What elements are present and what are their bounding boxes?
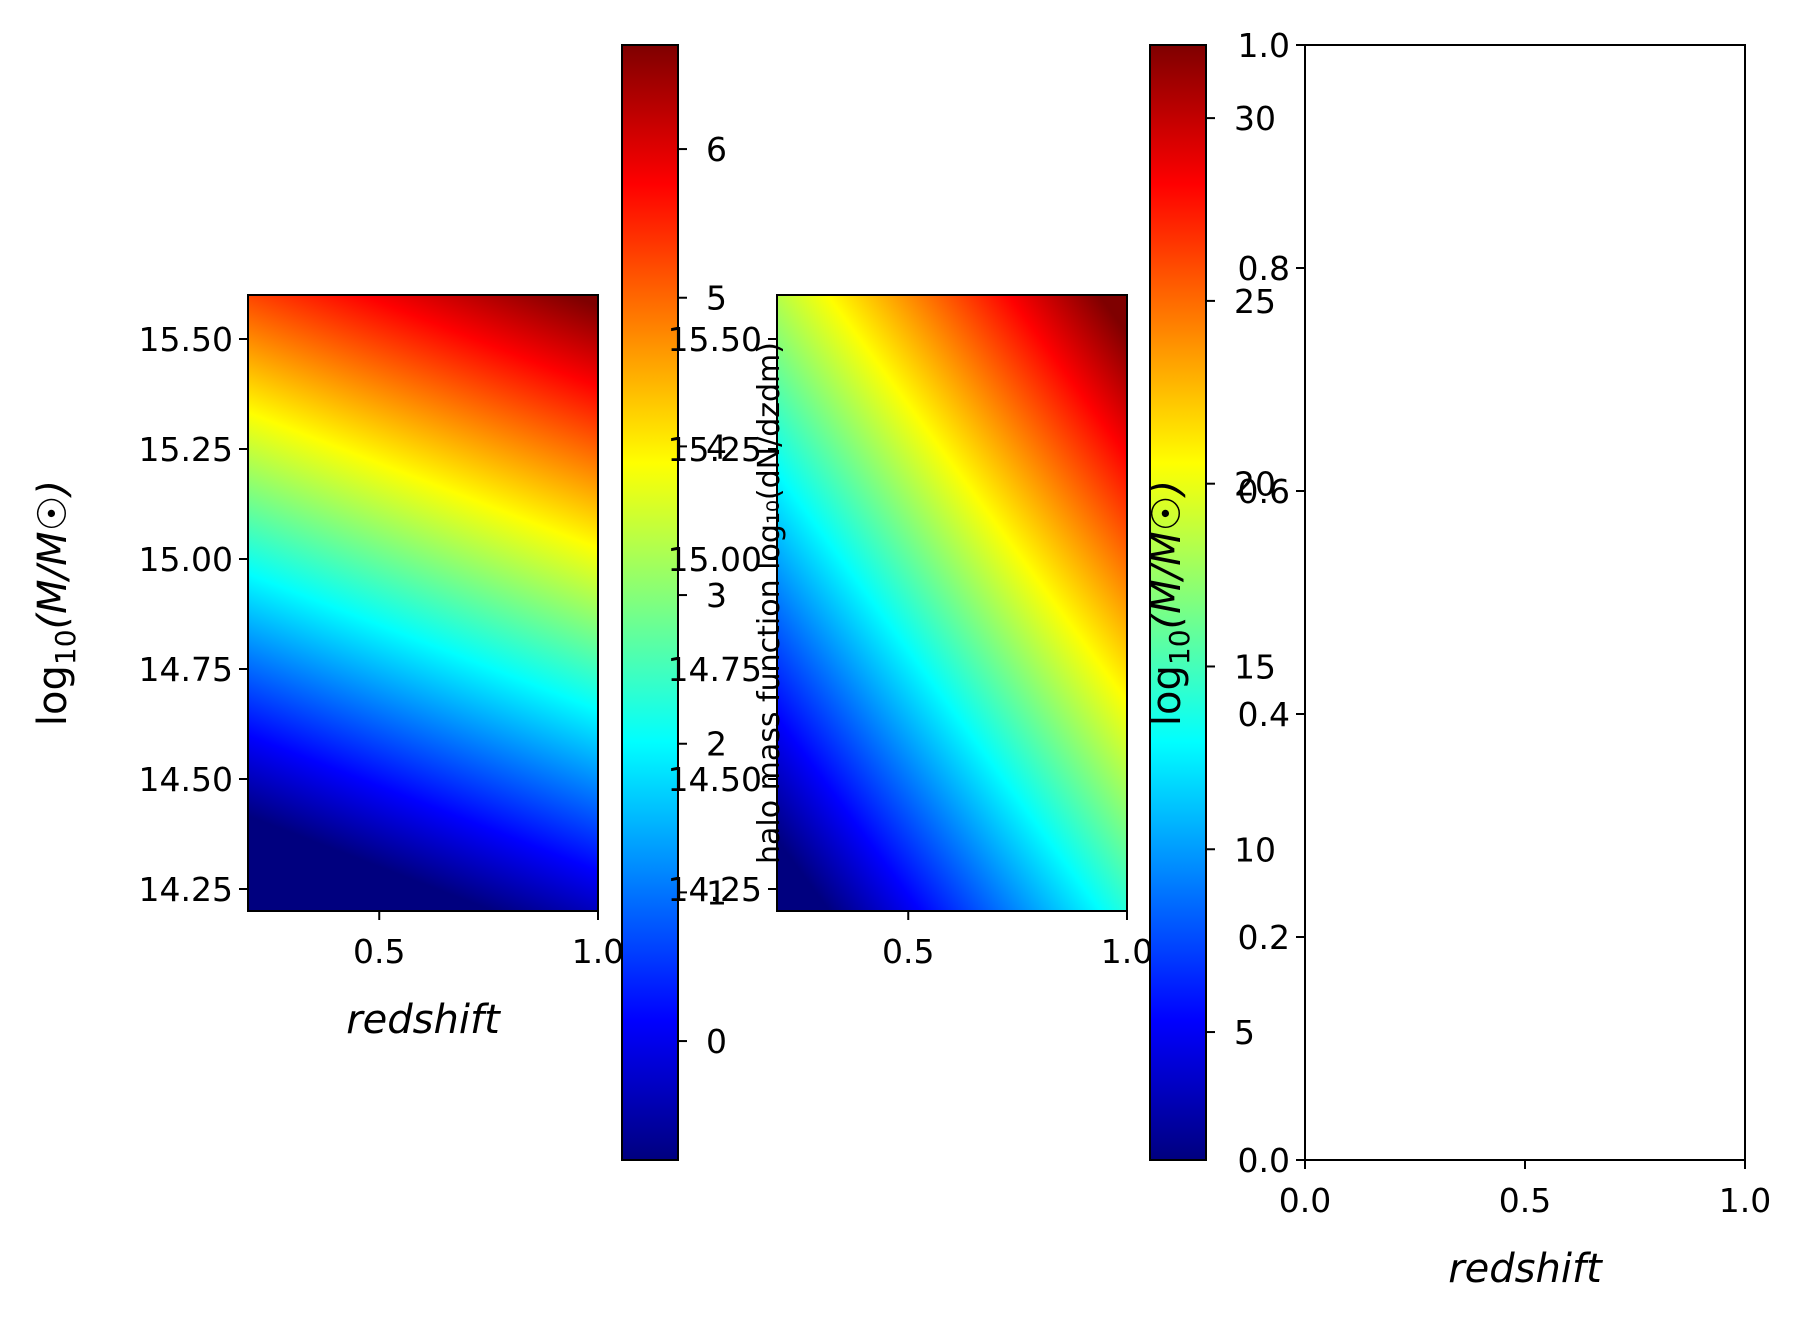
panel-3: 0.0 0.5 1.0 0.0 0.2 0.4 0.6 0.8 1.0 redshift lo… bbox=[1144, 26, 1771, 1292]
colorbar-1-tick-label: 0 bbox=[706, 1022, 727, 1061]
heatmap-1-y-tick-label: 15.50 bbox=[139, 320, 233, 359]
heatmap-1-y-tick-label: 14.25 bbox=[139, 870, 233, 909]
heatmap-2-frame bbox=[776, 294, 1128, 912]
heatmap-2 bbox=[777, 295, 1127, 911]
empty-axes-xlabel: redshift bbox=[1448, 1246, 1603, 1292]
empty-axes-x-tick-label: 0.5 bbox=[1499, 1181, 1551, 1220]
heatmap-1-xlabel: redshift bbox=[346, 997, 501, 1043]
heatmap-2-y-tick-label: 14.50 bbox=[668, 760, 762, 799]
empty-axes-y-tick-label: 0.0 bbox=[1238, 1141, 1290, 1180]
colorbar-1-tick-label: 1 bbox=[706, 873, 727, 912]
heatmap-1 bbox=[248, 295, 598, 911]
heatmap-1-y-ticks: 14.25 14.50 14.75 15.00 15.25 15.50 bbox=[139, 320, 248, 909]
colorbar-1-frame bbox=[621, 44, 679, 1161]
heatmap-2-y-tick-label: 14.25 bbox=[668, 870, 762, 909]
colorbar-2-gradient bbox=[1150, 45, 1206, 1160]
colorbar-2-tick-label: 15 bbox=[1234, 647, 1276, 686]
colorbar-2-tick-label: 20 bbox=[1234, 465, 1276, 504]
heatmap-1-y-tick-label: 15.25 bbox=[139, 430, 233, 469]
heatmap-2-x-tick-label: 0.5 bbox=[882, 932, 934, 971]
empty-axes-y-ticks: 0.0 0.2 0.4 0.6 0.8 1.0 bbox=[1238, 26, 1305, 1180]
colorbar-2-ticks: 5 10 15 20 25 30 bbox=[1206, 99, 1276, 1052]
colorbar-1-gradient bbox=[622, 45, 678, 1160]
colorbar-1-ticks: 0 1 2 3 4 5 6 bbox=[678, 130, 727, 1061]
colorbar-1-tick-label: 6 bbox=[706, 130, 727, 169]
colorbar-2-tick-label: 5 bbox=[1234, 1013, 1255, 1052]
heatmap-1-y-tick-label: 15.00 bbox=[139, 540, 233, 579]
heatmap-1-y-tick-label: 14.50 bbox=[139, 760, 233, 799]
colorbar-1-tick-label: 2 bbox=[706, 725, 727, 764]
heatmap-2-y-tick-label: 14.75 bbox=[668, 650, 762, 689]
empty-axes-y-tick-label: 1.0 bbox=[1238, 26, 1290, 65]
empty-axes-y-tick-label: 0.4 bbox=[1238, 695, 1290, 734]
colorbar-2: 5 10 15 20 25 30 bbox=[1149, 44, 1276, 1161]
empty-axes-y-tick-label: 0.8 bbox=[1238, 249, 1290, 288]
colorbar-2-tick-label: 25 bbox=[1234, 282, 1276, 321]
heatmap-2-x-ticks: 0.5 1.0 bbox=[882, 911, 1153, 971]
heatmap-2-ylabel: halo mass function log₁₀(dN/dzdm) bbox=[752, 342, 787, 864]
heatmap-2-x-tick-label: 1.0 bbox=[1101, 932, 1153, 971]
empty-axes-ylabel: log10(M/M☉) bbox=[1144, 480, 1196, 726]
colorbar-2-tick-label: 10 bbox=[1234, 830, 1276, 869]
heatmap-1-ylabel: log10(M/M☉) bbox=[30, 480, 82, 726]
colorbar-2-tick-label: 30 bbox=[1234, 99, 1276, 138]
heatmap-1-x-ticks: 0.5 1.0 bbox=[353, 911, 624, 971]
colorbar-1: 0 1 2 3 4 5 6 bbox=[621, 44, 727, 1161]
heatmap-2-y-tick-label: 15.50 bbox=[668, 320, 762, 359]
heatmap-2-y-tick-label: 15.25 bbox=[668, 430, 762, 469]
empty-axes-x-tick-label: 1.0 bbox=[1719, 1181, 1771, 1220]
empty-axes-x-ticks: 0.0 0.5 1.0 bbox=[1279, 1160, 1771, 1220]
colorbar-1-tick-label: 3 bbox=[706, 576, 727, 615]
empty-axes-x-tick-label: 0.0 bbox=[1279, 1181, 1331, 1220]
heatmap-2-y-ticks: 14.25 14.50 14.75 15.00 15.25 15.50 bbox=[668, 320, 777, 909]
empty-axes-y-tick-label: 0.2 bbox=[1238, 918, 1290, 957]
heatmap-1-x-tick-label: 0.5 bbox=[353, 932, 405, 971]
empty-axes-y-tick-label: 0.6 bbox=[1238, 472, 1290, 511]
heatmap-2-y-tick-label: 15.00 bbox=[668, 540, 762, 579]
colorbar-1-tick-label: 5 bbox=[706, 279, 727, 318]
colorbar-2-frame bbox=[1149, 44, 1207, 1161]
heatmap-1-y-tick-label: 14.75 bbox=[139, 650, 233, 689]
heatmap-1-x-tick-label: 1.0 bbox=[572, 932, 624, 971]
heatmap-1-frame bbox=[247, 294, 599, 912]
colorbar-1-tick-label: 4 bbox=[706, 427, 727, 466]
panel-1: 14.25 14.50 14.75 15.00 15.25 15.50 0.5 1.0 re… bbox=[30, 294, 624, 1043]
panel-2: 0.5 1.0 14.25 14.50 14.75 15.00 15.25 15.50 ha… bbox=[668, 294, 1153, 971]
